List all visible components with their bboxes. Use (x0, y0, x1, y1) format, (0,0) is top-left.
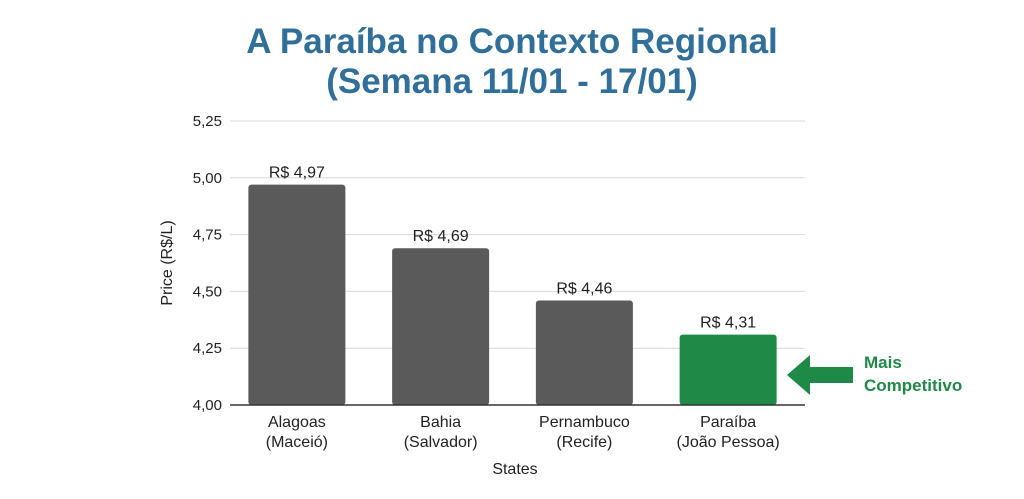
chart-title: A Paraíba no Contexto Regional (246, 22, 778, 61)
annotation-line: Competitivo (864, 376, 962, 395)
y-tick-label: 4,25 (193, 340, 222, 357)
data-label: R$ 4,69 (413, 228, 469, 245)
bar (679, 334, 777, 405)
y-tick-label: 4,75 (193, 227, 222, 244)
data-label: R$ 4,97 (269, 165, 325, 182)
x-tick-label: Pernambuco (539, 414, 630, 431)
bar (248, 184, 346, 405)
bar (535, 300, 633, 405)
data-label: R$ 4,46 (556, 280, 612, 297)
x-tick-sublabel: (João Pessoa) (677, 434, 780, 451)
x-tick-sublabel: (Salvador) (404, 434, 478, 451)
chart-subtitle: (Semana 11/01 - 17/01) (326, 62, 698, 101)
arrow-left-icon (787, 355, 853, 395)
y-tick-label: 4,00 (193, 397, 222, 414)
y-tick-label: 5,25 (193, 113, 222, 130)
data-label: R$ 4,31 (700, 315, 756, 332)
y-tick-label: 4,50 (193, 283, 222, 300)
bar (392, 248, 490, 405)
x-axis-label: States (492, 461, 537, 478)
annotation-line: Mais (864, 353, 902, 372)
x-tick-label: Paraíba (700, 414, 756, 431)
y-axis-label: Price (R$/L) (159, 220, 176, 305)
y-tick-label: 5,00 (193, 170, 222, 187)
x-tick-label: Bahia (420, 414, 461, 431)
x-tick-label: Alagoas (268, 414, 326, 431)
x-tick-sublabel: (Recife) (556, 434, 612, 451)
x-tick-sublabel: (Maceió) (266, 434, 328, 451)
